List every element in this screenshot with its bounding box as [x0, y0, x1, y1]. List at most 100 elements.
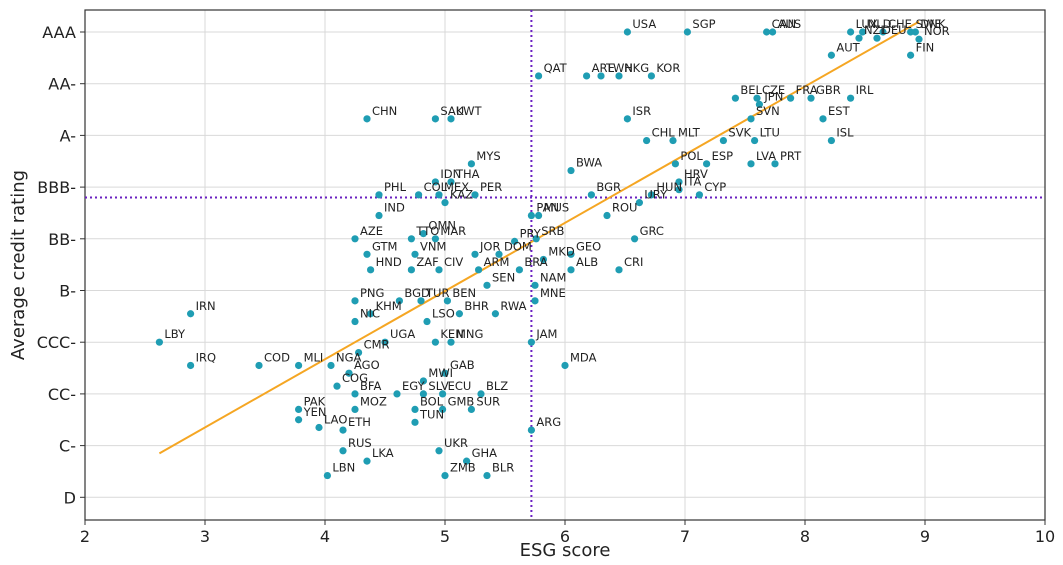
y-tick-label: C- [59, 437, 76, 456]
data-point [447, 338, 455, 346]
point-label: ISR [632, 104, 651, 118]
point-label: AGO [354, 358, 380, 372]
point-label: AUS [778, 17, 802, 31]
point-label: NLD [868, 17, 892, 31]
plot-frame [84, 9, 1046, 521]
point-label: MNE [540, 286, 566, 300]
data-point [539, 255, 548, 264]
point-label: LAO [324, 413, 347, 427]
point-label: CHL [652, 126, 676, 140]
data-point [407, 266, 415, 274]
y-tick-label: A- [60, 126, 76, 145]
data-point [763, 28, 771, 36]
data-point [463, 457, 471, 465]
x-tick-label: 10 [1035, 527, 1055, 546]
point-label: MDA [570, 350, 597, 364]
data-point [631, 235, 639, 243]
data-point [527, 426, 536, 434]
point-label: JAM [535, 327, 557, 341]
point-label: ARG [536, 415, 561, 429]
data-point [827, 51, 836, 59]
point-label: BGR [596, 180, 621, 194]
point-label: TUN [419, 407, 444, 421]
point-label: DNK [920, 17, 945, 31]
data-point [375, 211, 383, 220]
x-tick-label: 2 [80, 527, 90, 546]
data-point [873, 34, 881, 42]
data-point [597, 72, 605, 80]
data-point [447, 178, 455, 186]
point-label: TTO [415, 224, 439, 238]
point-label: JOR [479, 239, 500, 253]
point-label: PHL [384, 180, 407, 194]
data-point [367, 310, 375, 318]
point-label: LVA [756, 149, 776, 163]
data-point [439, 390, 447, 398]
data-point [703, 160, 711, 168]
data-point [351, 297, 359, 305]
data-point [443, 297, 451, 305]
data-point [527, 211, 536, 220]
point-label: ARE [592, 61, 615, 75]
point-label: ROU [612, 201, 637, 215]
data-point [567, 266, 575, 274]
x-tick-label: 7 [680, 527, 690, 546]
data-point [411, 405, 419, 414]
data-point [819, 115, 827, 123]
data-point [477, 390, 485, 398]
point-label: PAK [304, 394, 326, 408]
data-point [747, 115, 755, 123]
point-label: JPN [763, 89, 783, 103]
point-label: NGA [336, 350, 362, 364]
data-point [339, 426, 347, 434]
point-label: LSO [432, 307, 455, 321]
data-point [532, 235, 540, 243]
data-point [907, 51, 915, 59]
data-point [367, 266, 375, 274]
point-label: ISL [836, 126, 854, 140]
point-label: COD [264, 350, 290, 364]
data-point [527, 338, 536, 346]
data-point [351, 235, 359, 243]
data-point [495, 250, 503, 258]
data-point [771, 160, 779, 168]
data-point [753, 94, 761, 102]
point-label: MWI [428, 366, 453, 380]
data-point [635, 199, 644, 207]
reference-lines [85, 10, 1045, 520]
point-label: YEN [303, 405, 327, 419]
data-point [719, 136, 728, 145]
y-tick-label: CCC- [37, 333, 76, 352]
x-axis-title: ESG score [520, 540, 611, 561]
data-point [295, 416, 303, 424]
point-label: UGA [390, 327, 415, 341]
data-point [295, 405, 303, 414]
data-point [431, 338, 439, 346]
x-tick-label: 8 [800, 527, 810, 546]
point-label: BFA [360, 379, 381, 393]
data-point [419, 377, 427, 385]
point-label: ARM [484, 255, 510, 269]
data-point [491, 310, 499, 318]
data-point [417, 297, 425, 305]
point-label: CAN [772, 17, 797, 31]
point-label: KAZ [450, 188, 473, 202]
point-label: BRA [524, 255, 547, 269]
data-point [915, 35, 923, 43]
point-label: EST [828, 104, 851, 118]
x-tick-label: 6 [560, 527, 570, 546]
point-label: KOR [656, 61, 680, 75]
data-point [623, 28, 632, 36]
point-label: GMB [448, 394, 475, 408]
point-label: ALB [576, 255, 598, 269]
data-point [423, 317, 431, 326]
y-axis-title: Average credit rating [8, 170, 29, 360]
data-point [431, 235, 439, 243]
data-point [435, 266, 443, 274]
data-point [327, 361, 335, 370]
data-point [395, 297, 403, 305]
point-label: SRB [541, 224, 564, 238]
data-point [455, 310, 463, 318]
